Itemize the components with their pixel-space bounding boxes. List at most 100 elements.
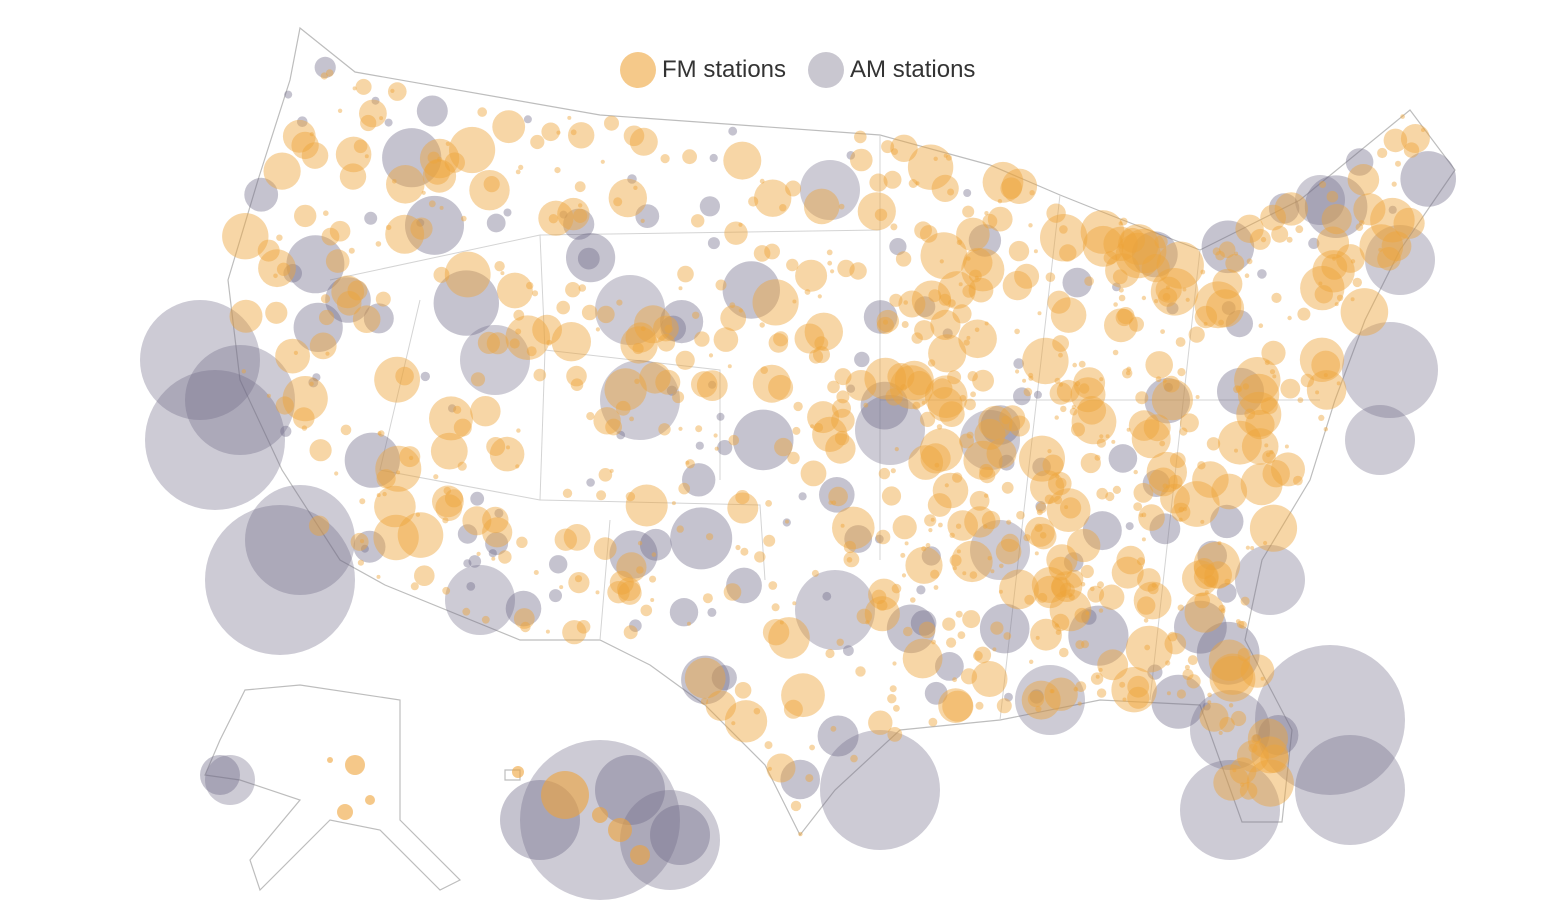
am-station	[728, 126, 738, 136]
fm-station	[1037, 311, 1042, 316]
fm-station	[1182, 507, 1188, 512]
fm-station	[608, 818, 632, 842]
fm-station	[1240, 654, 1275, 688]
fm-station	[1229, 757, 1257, 785]
fm-station	[376, 469, 396, 489]
am-station	[1033, 390, 1042, 399]
fm-station	[1133, 482, 1154, 503]
fm-station	[1265, 452, 1271, 458]
am-station	[286, 235, 345, 294]
fm-station	[874, 208, 888, 221]
fm-station	[787, 451, 800, 465]
fm-station	[892, 515, 917, 540]
fm-station	[1269, 450, 1274, 455]
am-station	[280, 425, 292, 437]
fm-station	[1200, 269, 1206, 275]
am-station	[627, 174, 637, 184]
fm-station	[1128, 410, 1160, 441]
legend: FM stations AM stations	[620, 52, 987, 88]
fm-station	[1171, 502, 1191, 522]
fm-station	[1234, 357, 1281, 404]
am-station	[283, 264, 303, 283]
fm-station	[979, 463, 994, 478]
fm-station	[1068, 592, 1073, 597]
fm-station	[958, 282, 963, 287]
fm-station	[1119, 217, 1128, 226]
fm-station	[629, 127, 658, 156]
fm-station	[1071, 404, 1077, 410]
am-station	[711, 665, 737, 691]
fm-station	[1141, 295, 1147, 301]
fm-station	[857, 192, 896, 231]
fm-station	[442, 586, 451, 595]
fm-station	[952, 304, 972, 324]
fm-station	[443, 486, 452, 495]
fm-station	[419, 138, 460, 179]
fm-station	[1126, 366, 1132, 372]
fm-station	[1054, 377, 1061, 384]
fm-station	[1300, 265, 1345, 311]
fm-station	[1023, 534, 1031, 542]
fm-station	[477, 107, 488, 117]
fm-station	[562, 488, 573, 498]
am-station	[874, 534, 884, 544]
fm-station	[604, 368, 647, 411]
am-station	[293, 302, 343, 352]
fm-station	[1001, 533, 1020, 553]
fm-station	[767, 766, 773, 771]
fm-station	[640, 604, 653, 617]
am-station	[1032, 457, 1051, 477]
fm-station	[1037, 592, 1048, 603]
fm-station	[748, 196, 759, 207]
am-station	[699, 196, 721, 217]
fm-station	[925, 543, 931, 548]
fm-station	[878, 467, 891, 480]
fm-station	[964, 398, 976, 411]
fm-station	[1137, 568, 1161, 592]
fm-station	[1383, 128, 1408, 153]
fm-station	[1056, 379, 1080, 403]
fm-station	[481, 615, 490, 624]
fm-station	[469, 170, 510, 211]
am-station	[1151, 674, 1206, 729]
am-station	[889, 238, 907, 256]
fm-station	[1060, 497, 1082, 519]
am-station	[795, 570, 875, 650]
fm-station	[1224, 578, 1231, 585]
fm-station	[702, 593, 713, 604]
fm-station	[969, 490, 990, 511]
fm-station	[1033, 575, 1067, 609]
fm-station	[1206, 437, 1221, 451]
fm-station	[1090, 672, 1104, 685]
fm-station	[538, 200, 574, 236]
fm-station	[921, 546, 927, 552]
fm-station	[609, 468, 614, 473]
am-station	[1108, 444, 1138, 473]
fm-station	[617, 581, 642, 605]
fm-station	[952, 566, 957, 571]
fm-station	[1029, 190, 1035, 196]
fm-station	[774, 437, 793, 457]
fm-swatch	[620, 52, 656, 88]
am-station	[716, 412, 725, 421]
fm-station	[345, 755, 365, 775]
fm-station	[1299, 337, 1345, 382]
fm-station	[1143, 618, 1149, 623]
fm-station	[1077, 396, 1107, 425]
am-station	[1255, 645, 1405, 795]
fm-station	[708, 353, 714, 358]
fm-station	[453, 418, 472, 437]
am-station	[559, 210, 568, 219]
fm-station	[1021, 680, 1061, 720]
fm-station	[339, 163, 367, 190]
fm-station	[672, 391, 685, 404]
am-station	[466, 582, 476, 591]
fm-station	[1179, 427, 1188, 436]
am-station	[846, 151, 856, 160]
fm-station	[1048, 556, 1073, 581]
am-station	[780, 759, 820, 800]
fm-station	[390, 88, 395, 93]
am-station	[1063, 552, 1084, 572]
fm-station	[1115, 308, 1133, 327]
fm-station	[1271, 452, 1305, 487]
